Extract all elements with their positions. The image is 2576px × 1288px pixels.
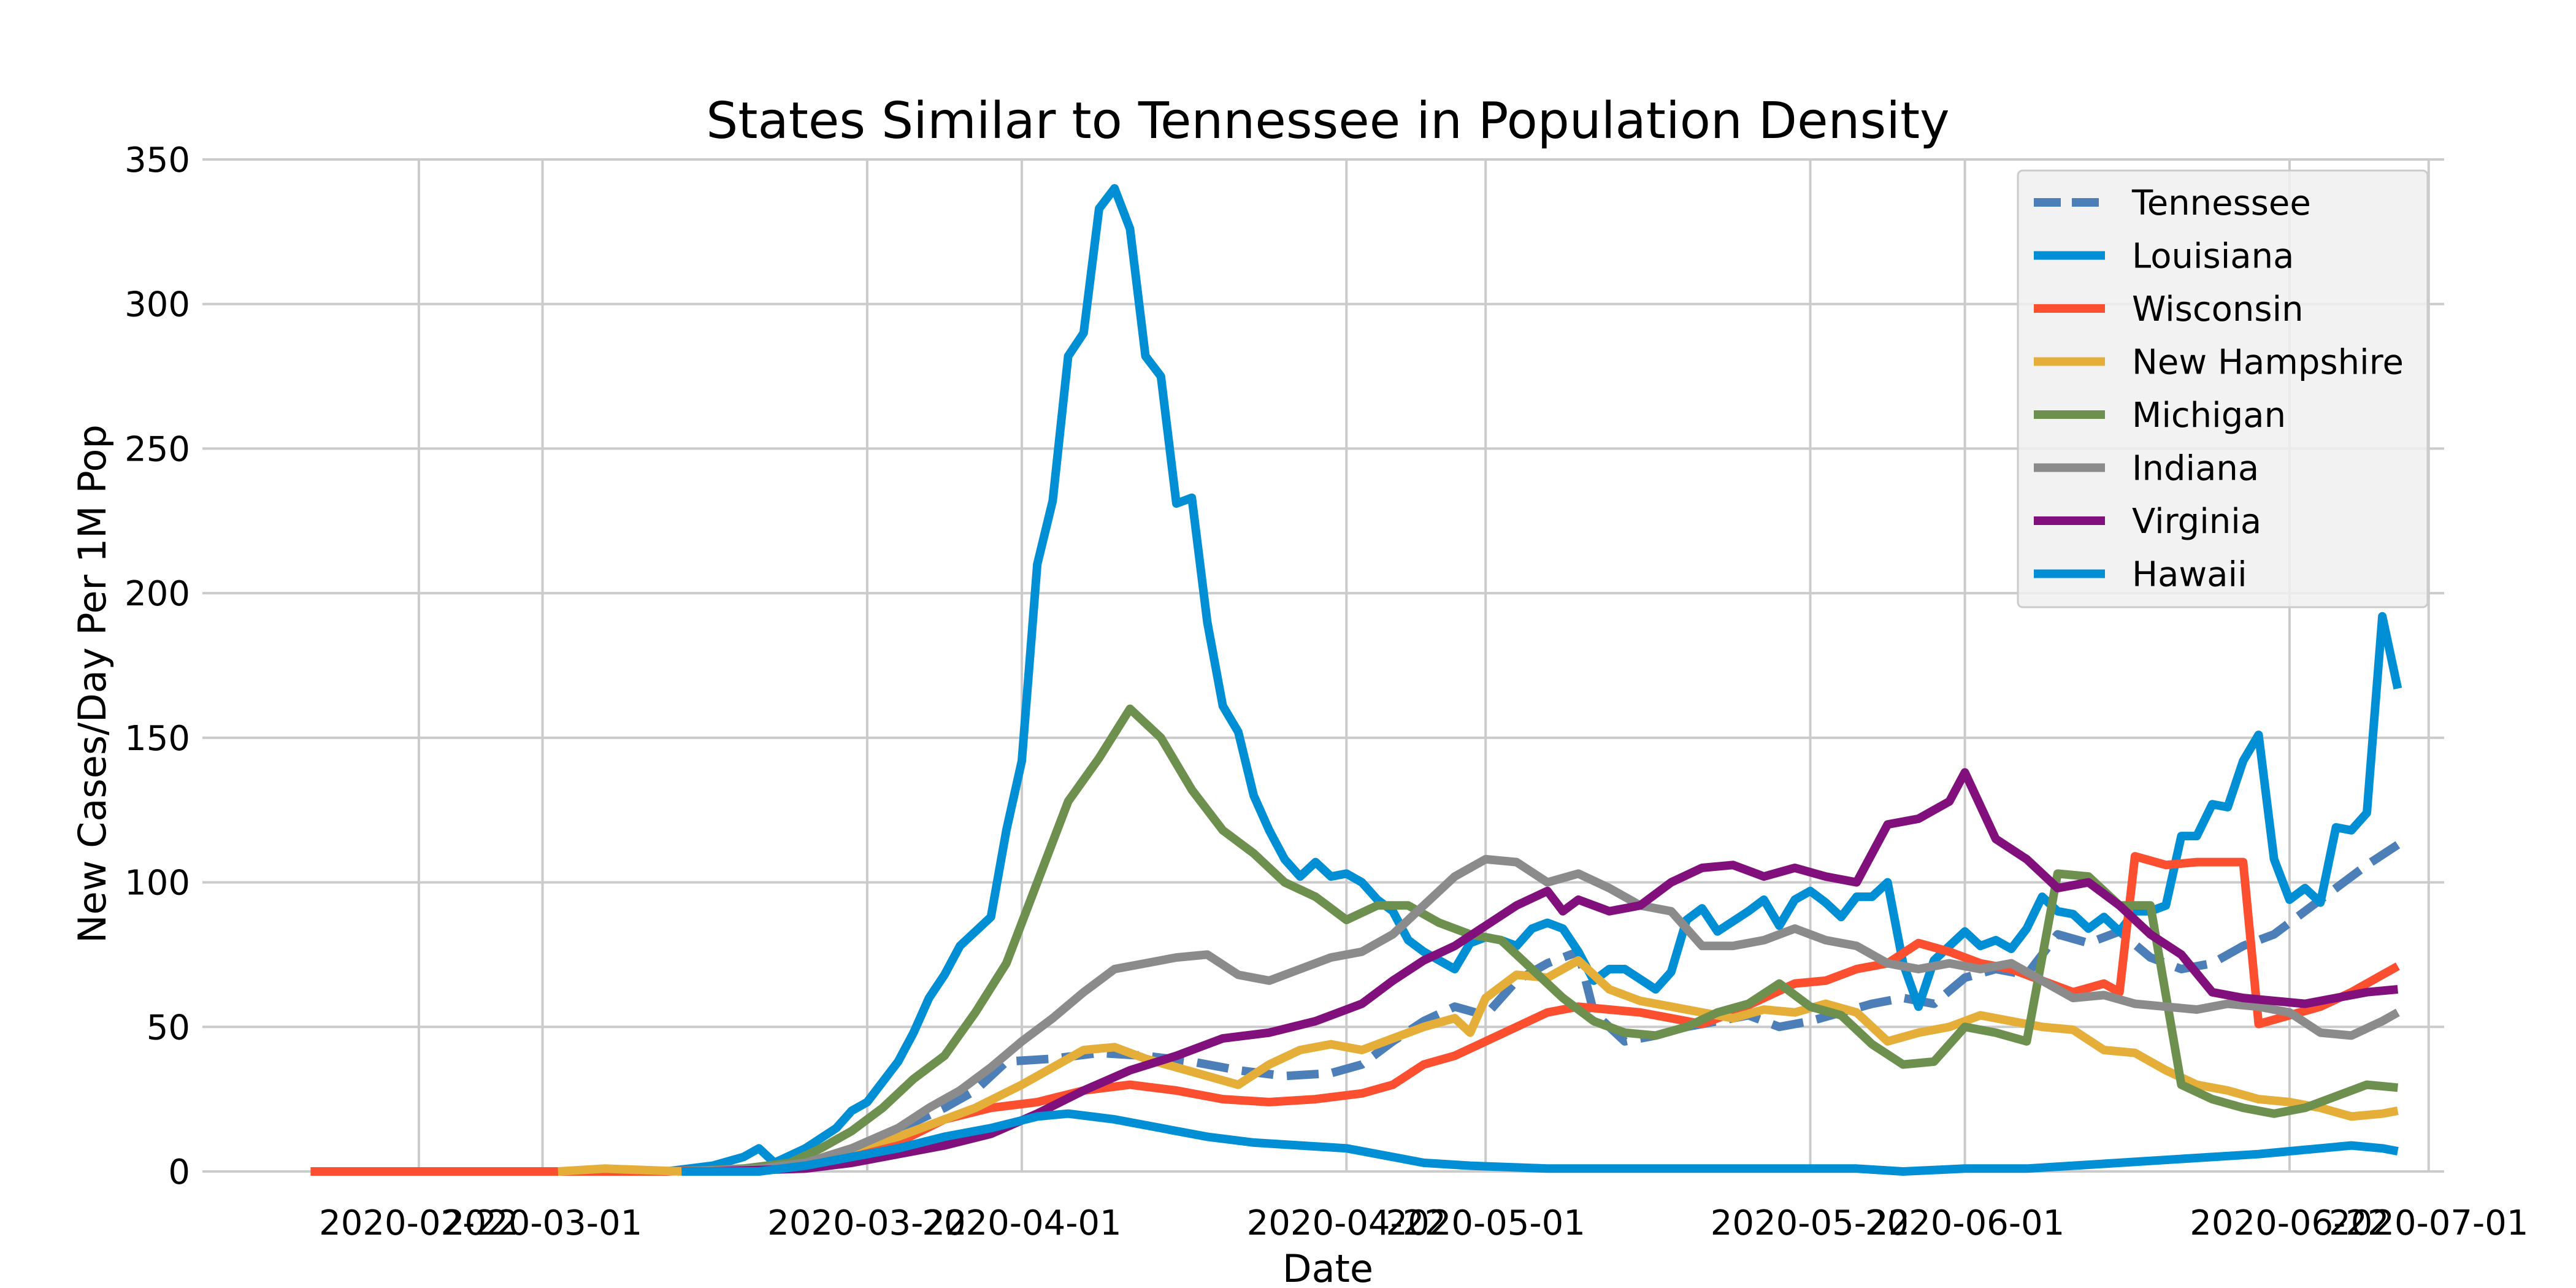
legend-entry: Hawaii bbox=[2132, 555, 2247, 595]
y-tick-labels: 0 50 100 150 200 250 300 350 bbox=[125, 140, 190, 1192]
y-tick-label: 350 bbox=[125, 140, 190, 180]
series-lines bbox=[310, 184, 2402, 1176]
legend: Tennessee Louisiana Wisconsin New Hampshire… bbox=[2017, 169, 2429, 608]
y-tick-label: 150 bbox=[125, 719, 190, 759]
legend-box bbox=[2017, 169, 2429, 608]
legend-entry: New Hampshire bbox=[2132, 343, 2404, 383]
x-tick-label: 2020-02-22 bbox=[319, 1203, 518, 1243]
x-axis-label: Date bbox=[1282, 1246, 1373, 1288]
y-tick-label: 50 bbox=[147, 1008, 190, 1048]
series-line-virginia bbox=[712, 768, 2399, 1176]
x-tick-label: 2020-06-01 bbox=[1865, 1203, 2064, 1243]
x-tick-label: 2020-07-01 bbox=[2329, 1203, 2528, 1243]
y-axis-label: New Cases/Day Per 1M Pop bbox=[70, 424, 115, 943]
y-tick-label: 250 bbox=[125, 429, 190, 469]
y-tick-label: 100 bbox=[125, 864, 190, 903]
x-tick-label: 2020-04-01 bbox=[922, 1203, 1121, 1243]
legend-entry: Wisconsin bbox=[2132, 289, 2304, 329]
series-line-indiana bbox=[681, 854, 2400, 1176]
x-tick-label: 2020-05-22 bbox=[1711, 1203, 1910, 1243]
x-tick-label: 2020-06-22 bbox=[2190, 1203, 2389, 1243]
legend-entry: Michigan bbox=[2132, 396, 2286, 435]
y-tick-label: 300 bbox=[125, 285, 190, 325]
y-tick-label: 0 bbox=[168, 1152, 190, 1192]
legend-entry: Louisiana bbox=[2132, 237, 2294, 277]
legend-entry: Tennessee bbox=[2131, 183, 2311, 223]
x-tick-label: 2020-05-01 bbox=[1386, 1203, 1585, 1243]
chart-title: States Similar to Tennessee in Populatio… bbox=[706, 92, 1949, 150]
grid-lines bbox=[202, 158, 2444, 1173]
x-tick-label: 2020-04-22 bbox=[1247, 1203, 1446, 1243]
x-tick-label: 2020-03-01 bbox=[443, 1203, 642, 1243]
legend-entry: Indiana bbox=[2132, 449, 2259, 489]
series-line-hawaii bbox=[681, 1109, 2399, 1176]
series-line-tennessee bbox=[681, 841, 2401, 1176]
x-tick-label: 2020-03-22 bbox=[767, 1203, 967, 1243]
legend-entry: Virginia bbox=[2132, 502, 2261, 542]
series-line-new-hampshire bbox=[558, 956, 2399, 1176]
y-tick-label: 200 bbox=[125, 574, 190, 614]
series-line-wisconsin bbox=[310, 852, 2400, 1176]
